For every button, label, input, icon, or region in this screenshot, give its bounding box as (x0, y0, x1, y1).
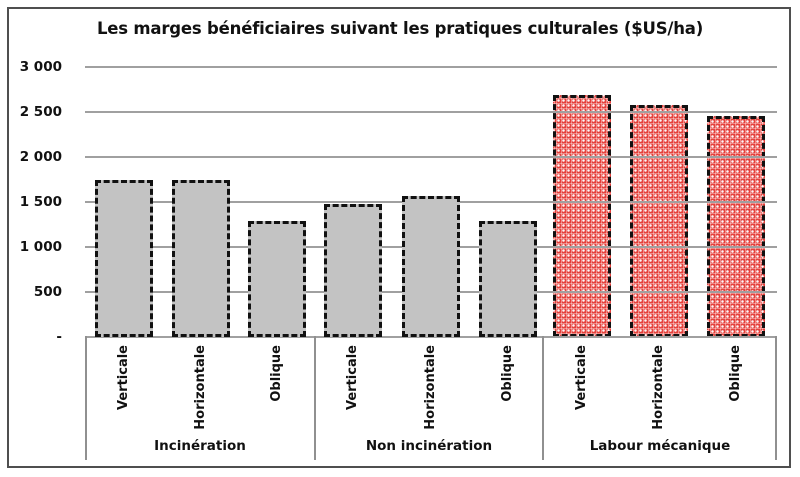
category-label-oblique: Oblique (728, 345, 743, 402)
bar-non-incineration-verticale (324, 204, 382, 337)
bar-incineration-verticale (95, 180, 153, 337)
gridline-2500 (85, 111, 777, 113)
group-label-incineration: Incinération (154, 438, 246, 454)
chart-title: Les marges bénéficiaires suivant les pra… (96, 19, 704, 38)
bar-non-incineration-oblique (479, 221, 537, 337)
gridline-2000 (85, 156, 777, 158)
category-label-horizontale: Horizontale (423, 345, 438, 430)
group-label-labour-mecanique: Labour mécanique (589, 438, 731, 454)
bar-labour-mecanique-verticale (553, 95, 611, 337)
gridline-0 (85, 336, 777, 338)
bar-non-incineration-horizontale (402, 196, 460, 337)
category-label-oblique: Oblique (500, 345, 515, 402)
category-label-horizontale: Horizontale (651, 345, 666, 430)
category-axis-divider-0 (85, 336, 87, 460)
category-axis-divider-2 (542, 336, 544, 460)
category-label-verticale: Verticale (116, 345, 131, 410)
y-axis-tick-label: 2 500 (19, 104, 62, 120)
category-label-verticale: Verticale (574, 345, 589, 410)
gridline-3000 (85, 66, 777, 68)
bar-labour-mecanique-horizontale (630, 105, 688, 337)
category-axis-divider-3 (775, 336, 777, 460)
bar-labour-mecanique-oblique (707, 116, 765, 337)
category-label-verticale: Verticale (345, 345, 360, 410)
category-axis-divider-1 (314, 336, 316, 460)
y-axis-tick-label: 1 000 (19, 239, 62, 255)
category-label-horizontale: Horizontale (193, 345, 208, 430)
y-axis-tick-label: - (56, 329, 62, 345)
bar-incineration-oblique (248, 221, 306, 337)
category-label-oblique: Oblique (269, 345, 284, 402)
bar-incineration-horizontale (172, 180, 230, 337)
y-axis-tick-label: 1 500 (19, 194, 62, 210)
y-axis-tick-label: 2 000 (19, 149, 62, 165)
y-axis-tick-label: 500 (33, 284, 62, 300)
y-axis-tick-label: 3 000 (19, 59, 62, 75)
group-label-non-incineration: Non incinération (365, 438, 493, 454)
